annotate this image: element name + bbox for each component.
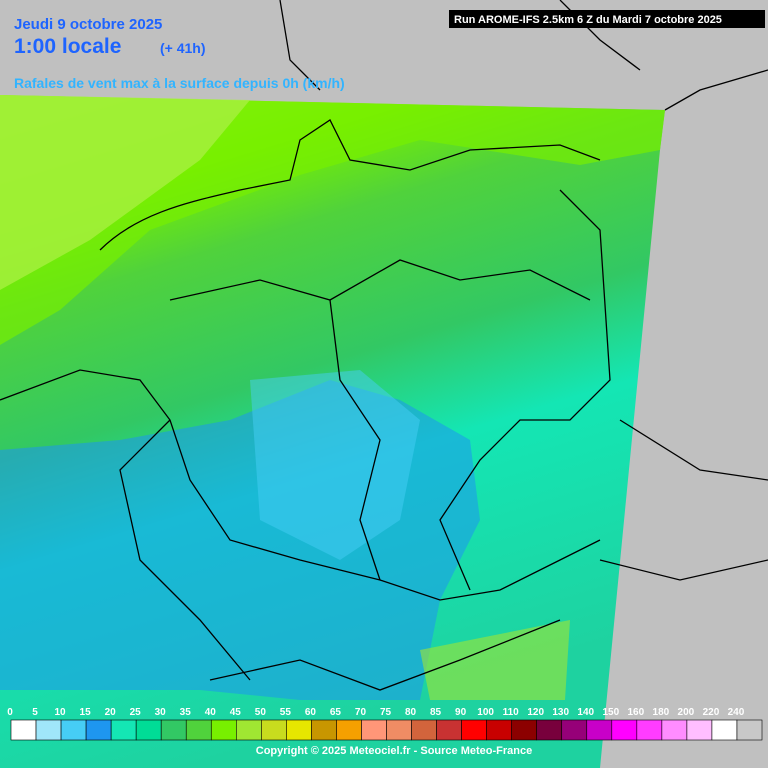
legend-label: 60: [305, 707, 317, 718]
legend-swatch: [661, 719, 688, 741]
legend-swatch: [411, 719, 437, 741]
legend-swatch: [210, 719, 237, 741]
run-box: [449, 10, 765, 28]
time: 1:00 locale: [14, 35, 121, 58]
legend-label: 50: [255, 707, 267, 718]
date: Jeudi 9 octobre 2025: [14, 16, 162, 33]
legend-swatch: [611, 719, 638, 741]
legend-label: 160: [627, 707, 644, 718]
legend-label: 150: [602, 707, 619, 718]
legend-label: 140: [577, 707, 594, 718]
legend-swatch: [511, 719, 537, 741]
legend-swatch: [636, 719, 663, 741]
field-area: [0, 95, 250, 290]
legend-swatch: [736, 719, 763, 741]
legend-swatch: [60, 719, 87, 741]
legend-swatch: [236, 719, 262, 741]
legend-swatch: [361, 719, 387, 741]
legend-swatch: [711, 719, 738, 741]
legend-swatch: [436, 719, 462, 741]
legend-label: 70: [355, 707, 367, 718]
legend-label: 80: [405, 707, 417, 718]
legend-label: 110: [503, 707, 520, 718]
legend-label: 40: [205, 707, 217, 718]
legend-label: 15: [80, 707, 92, 718]
legend-swatch: [286, 719, 312, 741]
legend-label: 20: [105, 707, 117, 718]
legend-label: 30: [155, 707, 167, 718]
legend-label: 85: [430, 707, 442, 718]
legend-label: 240: [728, 707, 745, 718]
legend-swatch: [261, 719, 287, 741]
run-label: Run AROME-IFS 2.5km 6 Z du Mardi 7 octob…: [454, 14, 722, 26]
legend-label: 5: [32, 707, 38, 718]
legend-swatch: [160, 719, 187, 741]
legend-label: 45: [230, 707, 242, 718]
legend-label: 180: [653, 707, 670, 718]
borders: [0, 0, 768, 691]
legend: 0 5 10 15 20 25 30 35 40 45 50 55 60 65 70 75 80 85 90 100 1…: [7, 707, 763, 741]
legend-swatch: [486, 719, 512, 741]
legend-label: 0: [7, 707, 13, 718]
legend-swatch: [185, 719, 212, 741]
description: Rafales de vent max à la surface depuis …: [14, 75, 345, 91]
legend-swatch: [586, 719, 613, 741]
legend-label: 35: [180, 707, 192, 718]
legend-label: 55: [280, 707, 292, 718]
legend-swatch: [135, 719, 162, 741]
legend-swatch: [35, 719, 62, 741]
legend-label: 120: [527, 707, 544, 718]
field-area: [420, 620, 570, 700]
legend-swatch: [386, 719, 412, 741]
legend-label: 65: [330, 707, 342, 718]
legend-label: 130: [552, 707, 569, 718]
legend-label: 220: [703, 707, 720, 718]
legend-label: 10: [55, 707, 67, 718]
copyright: Copyright © 2025 Meteociel.fr - Source M…: [256, 745, 532, 757]
lead-time: (+ 41h): [160, 40, 206, 56]
legend-swatch: [461, 719, 487, 741]
field-area: [250, 370, 420, 560]
legend-swatch: [10, 719, 37, 741]
legend-swatch: [336, 719, 362, 741]
legend-label: 100: [477, 707, 494, 718]
legend-label: 200: [678, 707, 695, 718]
legend-swatch: [110, 719, 137, 741]
legend-label: 25: [130, 707, 142, 718]
legend-swatch: [686, 719, 713, 741]
legend-swatch: [536, 719, 563, 741]
legend-swatch: [561, 719, 588, 741]
legend-label: 90: [455, 707, 467, 718]
legend-swatch: [85, 719, 112, 741]
legend-label: 75: [380, 707, 392, 718]
legend-swatch: [311, 719, 337, 741]
